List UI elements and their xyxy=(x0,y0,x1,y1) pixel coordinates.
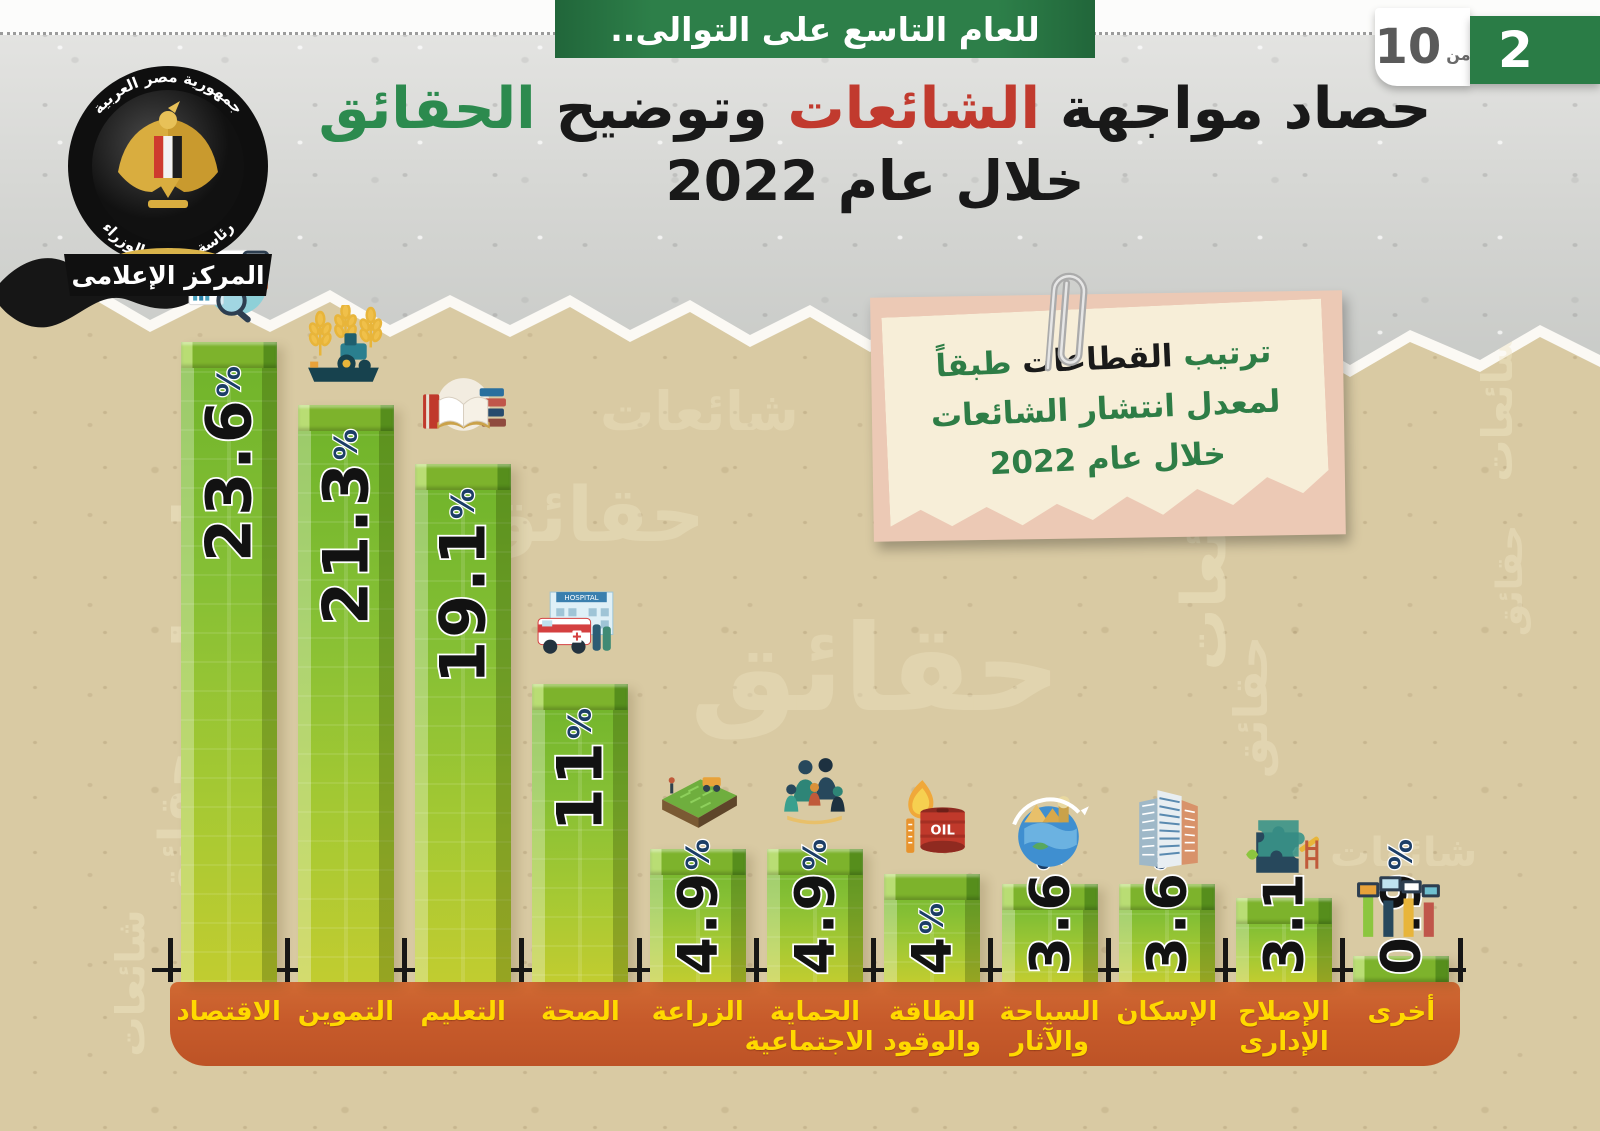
eagle-emblem-icon xyxy=(118,101,218,208)
bar-top-bevel xyxy=(884,873,981,900)
svg-text:OIL: OIL xyxy=(931,823,955,838)
bar-top-bevel xyxy=(532,683,629,710)
note-line-3: خلال عام 2022 xyxy=(989,436,1227,483)
page-current-box: 2 xyxy=(1470,16,1600,84)
axis-tick xyxy=(1457,938,1463,982)
axis-category-label: الإسكان xyxy=(1116,997,1218,1027)
bar-texture xyxy=(297,404,394,982)
title-line-1: حصاد مواجهة الشائعات وتوضيح الحقائق xyxy=(260,76,1490,143)
bar-top-bevel xyxy=(767,849,863,876)
svg-text:HOSPITAL: HOSPITAL xyxy=(565,593,599,602)
energy-oil-icon: OIL xyxy=(884,774,980,870)
bar-housing-buildings: 3.6% xyxy=(1118,838,1215,982)
housing-buildings-icon xyxy=(1119,784,1215,880)
axis-tick xyxy=(402,938,408,982)
axis-tick xyxy=(519,938,525,982)
axis-category-label: التعليم xyxy=(420,997,506,1027)
page-total: 10 xyxy=(1374,19,1442,75)
title-rumors-word: الشائعات xyxy=(787,76,1041,142)
bar-admin-reform-puzzle: 3.1% xyxy=(1236,838,1333,982)
bar-top-bevel xyxy=(1236,897,1333,924)
top-banner: للعام التاسع على التوالى.. xyxy=(555,0,1095,58)
axis-category-label: التموين xyxy=(297,997,394,1027)
bar-texture xyxy=(532,683,629,982)
cabinet-media-center-logo: جمهورية مصر العربية رئاسة مجلس الوزراء ا… xyxy=(52,58,284,306)
logo-ribbon xyxy=(64,254,272,296)
bar-value-label: 23.6% xyxy=(190,365,267,564)
admin-reform-puzzle-icon xyxy=(1236,798,1332,894)
education-books-icon xyxy=(415,364,511,460)
logo-ribbon-text: المركز الإعلامى xyxy=(71,261,264,291)
bar-top-bevel xyxy=(1118,884,1215,911)
bar-value-label: 21.3% xyxy=(308,428,385,627)
other-devices-icon xyxy=(1353,856,1449,952)
axis-tick xyxy=(871,938,877,982)
tourism-globe-icon xyxy=(1002,784,1098,880)
supply-tractor-icon xyxy=(298,302,394,401)
axis-category-label: أخرى xyxy=(1367,997,1436,1027)
bar-other-devices: 0.9% xyxy=(1353,838,1450,982)
page-total-box: من 10 xyxy=(1374,8,1471,86)
page-current: 2 xyxy=(1498,21,1533,79)
bar-supply-tractor: 21.3% xyxy=(297,404,394,983)
x-axis-band xyxy=(170,982,1460,1066)
social-protection-family-icon xyxy=(767,749,863,845)
axis-tick xyxy=(1105,938,1111,982)
bar-health-hospital: 11% xyxy=(532,683,629,983)
bar-texture xyxy=(415,464,512,982)
agriculture-field-icon xyxy=(650,749,746,845)
bar-tourism-globe: 3.6% xyxy=(1001,838,1098,982)
title-harvest: حصاد مواجهة xyxy=(1059,76,1432,142)
axis-category-label: الاقتصاد xyxy=(176,997,281,1027)
bar-value-label: 11% xyxy=(542,707,619,833)
page-of-label: من xyxy=(1446,44,1471,64)
note-rank-word: ترتيب xyxy=(1182,333,1273,374)
bar-economy-analytics: 23.6% xyxy=(180,342,277,982)
axis-tick xyxy=(988,938,994,982)
axis-tick xyxy=(167,938,173,982)
axis-tick xyxy=(1222,938,1228,982)
bar-top-bevel xyxy=(297,404,394,431)
bar-texture xyxy=(180,342,277,982)
bar-top-bevel xyxy=(415,464,512,491)
bar-top-bevel xyxy=(180,342,277,369)
axis-category-label: السياحة والآثار xyxy=(999,997,1100,1057)
title-line-2: خلال عام 2022 xyxy=(665,149,1085,214)
paperclip-icon xyxy=(1044,272,1088,372)
bar-social-protection-family: 4.9% xyxy=(767,838,863,982)
health-hospital-icon: HOSPITAL xyxy=(532,584,628,680)
note-according-word: طبقاً xyxy=(934,344,1013,385)
bar-top-bevel xyxy=(649,849,746,876)
title-facts-word: الحقائق xyxy=(318,76,536,142)
bar-value-label: 19.1% xyxy=(425,487,502,686)
sticky-note: ترتيب القطاعات طبقاً لمعدل انتشار الشائع… xyxy=(870,272,1346,545)
bar-value-label: 4% xyxy=(899,902,966,977)
axis-category-label: الحماية الاجتماعية xyxy=(744,997,874,1057)
axis-tick xyxy=(1340,938,1346,982)
title-clarify: وتوضيح xyxy=(555,76,768,142)
bar-top-bevel xyxy=(1001,884,1098,911)
banner-label: للعام التاسع على التوالى.. xyxy=(610,9,1040,49)
main-title: حصاد مواجهة الشائعات وتوضيح الحقائق خلال… xyxy=(260,76,1490,214)
bar-top-bevel xyxy=(1353,956,1450,982)
axis-category-label: الزراعة xyxy=(651,997,744,1027)
axis-category-label: الإصلاح الإدارى xyxy=(1238,997,1331,1057)
bar-education-books: 19.1% xyxy=(415,464,512,982)
axis-category-label: الطاقة والوقود xyxy=(883,997,982,1057)
axis-tick xyxy=(284,938,290,982)
bar-agriculture-field: 4.9% xyxy=(649,838,746,982)
bar-energy-oil: 4% xyxy=(884,873,981,983)
bar-value-label: 4.9% xyxy=(664,838,731,977)
axis-tick xyxy=(753,938,759,982)
axis-tick xyxy=(636,938,642,982)
bar-value-label: 4.9% xyxy=(782,838,849,977)
axis-category-label: الصحة xyxy=(541,997,620,1027)
